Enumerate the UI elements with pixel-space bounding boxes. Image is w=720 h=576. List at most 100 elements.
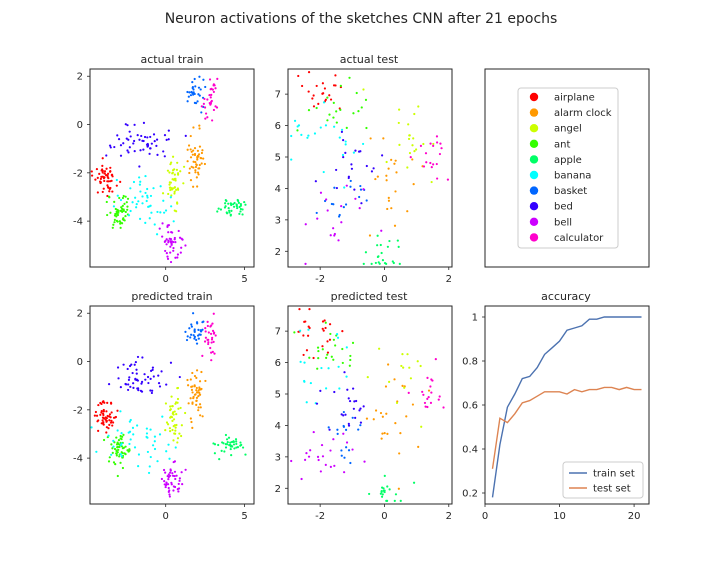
point-calculator: [409, 156, 412, 159]
point-apple: [380, 251, 383, 255]
y-tick-label: 1: [472, 313, 478, 324]
point-bed: [122, 142, 125, 145]
point-angel: [409, 377, 413, 380]
point-angel: [182, 165, 186, 168]
point-apple: [241, 213, 244, 216]
point-bed: [130, 363, 133, 366]
y-tick-label: 2: [275, 247, 281, 258]
point-bell: [166, 224, 169, 227]
point-bed: [155, 138, 159, 141]
point-calculator: [210, 351, 213, 354]
point-apple: [228, 209, 231, 212]
point-bell: [329, 465, 332, 468]
point-banana: [324, 124, 328, 127]
point-apple: [244, 453, 247, 456]
point-apple: [236, 206, 239, 210]
x-tick-label: -2: [315, 274, 325, 285]
point-apple: [229, 203, 233, 206]
point-basket: [196, 100, 199, 103]
point-banana: [158, 433, 162, 436]
point-bell: [168, 495, 171, 498]
point-airplane: [108, 190, 111, 193]
point-banana: [146, 436, 149, 439]
point-ant: [339, 84, 342, 87]
point-bed: [119, 154, 123, 157]
point-calculator: [442, 406, 445, 409]
point-ant: [119, 461, 122, 464]
point-apple: [225, 211, 228, 214]
point-calculator: [419, 144, 423, 147]
y-tick-label: 0.4: [462, 445, 478, 456]
point-bed: [151, 366, 155, 369]
point-banana: [153, 435, 157, 438]
point-apple: [223, 450, 226, 453]
point-alarm-clock: [191, 371, 194, 375]
point-banana: [336, 333, 339, 336]
point-airplane: [103, 170, 107, 173]
point-airplane: [323, 87, 327, 90]
point-banana: [112, 205, 116, 208]
point-calculator: [216, 77, 219, 80]
point-ant: [115, 454, 118, 457]
point-ant: [360, 106, 363, 109]
point-basket: [342, 424, 345, 428]
point-alarm-clock: [190, 388, 194, 391]
point-banana: [137, 465, 140, 468]
point-banana: [128, 442, 131, 446]
point-airplane: [102, 177, 106, 180]
point-angel: [171, 404, 174, 408]
point-bell: [168, 471, 172, 474]
point-calculator: [211, 322, 214, 325]
point-alarm-clock: [199, 156, 202, 160]
point-alarm-clock: [384, 385, 388, 388]
point-bell: [163, 240, 166, 243]
point-bed: [149, 377, 152, 380]
point-calculator: [211, 88, 214, 91]
point-basket: [195, 321, 199, 324]
point-angel: [406, 166, 409, 169]
point-bell: [380, 229, 383, 232]
point-ant: [107, 460, 111, 463]
point-angel: [168, 181, 171, 184]
point-banana: [345, 346, 348, 349]
point-ant: [352, 112, 355, 115]
point-bed: [153, 140, 156, 143]
point-ant: [113, 218, 116, 222]
point-angel: [171, 171, 174, 174]
point-ant: [341, 361, 344, 365]
point-basket: [202, 78, 205, 81]
point-angel: [172, 411, 175, 414]
point-ant: [105, 200, 108, 204]
point-bed: [340, 130, 344, 133]
point-bed: [127, 138, 130, 141]
point-basket: [349, 185, 352, 188]
point-ant: [111, 447, 114, 450]
point-bed: [347, 176, 350, 180]
point-angel: [413, 112, 416, 116]
point-basket: [357, 428, 360, 431]
point-banana: [293, 119, 297, 122]
point-bed: [126, 367, 129, 371]
point-basket: [192, 312, 195, 315]
point-banana: [115, 178, 118, 182]
point-calculator: [204, 112, 208, 115]
point-apple: [241, 208, 244, 211]
point-basket: [342, 205, 345, 209]
point-ant: [121, 204, 124, 207]
point-airplane: [108, 187, 111, 191]
point-calculator: [423, 401, 427, 405]
x-tick-label: 0: [482, 511, 488, 522]
point-apple: [232, 443, 236, 446]
point-bell: [166, 255, 169, 258]
point-angel: [398, 143, 401, 146]
point-apple: [232, 440, 235, 444]
point-ant: [124, 210, 127, 214]
point-bell: [332, 438, 335, 441]
point-airplane: [109, 166, 112, 169]
point-alarm-clock: [186, 384, 190, 387]
point-banana: [150, 211, 153, 214]
point-alarm-clock: [201, 415, 204, 418]
point-bed: [380, 154, 384, 157]
point-calculator: [202, 102, 205, 105]
point-bell: [343, 471, 346, 474]
